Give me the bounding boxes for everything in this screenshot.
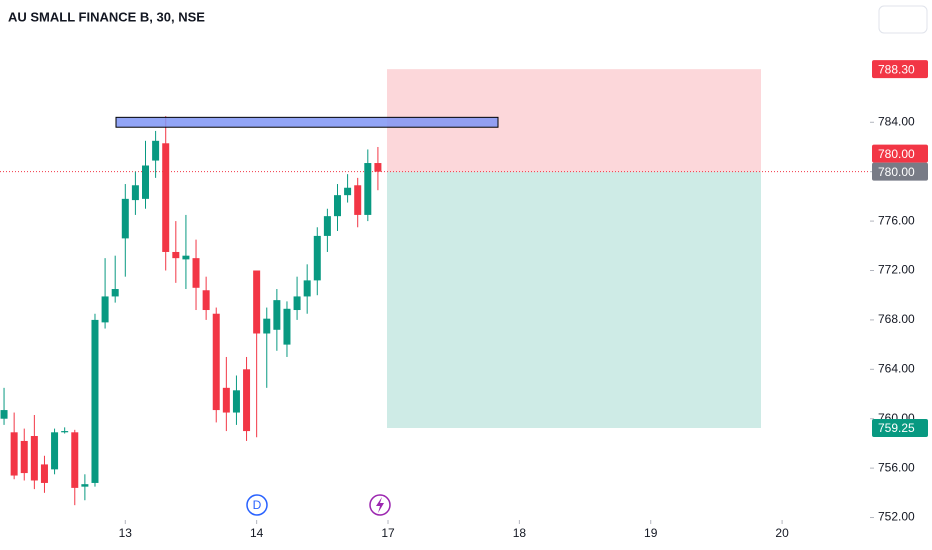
lightning — [376, 497, 384, 513]
candle-body — [273, 300, 281, 330]
candle-body — [91, 319, 99, 483]
candle-body — [121, 198, 129, 239]
candle-body — [40, 464, 48, 483]
candle-body — [222, 387, 230, 413]
candle-body — [172, 251, 180, 259]
candle-body — [61, 431, 69, 433]
chart-title: AU SMALL FINANCE B, 30, NSE — [8, 9, 205, 24]
y-tick-label: 756.00 — [878, 460, 915, 474]
candle-body — [71, 432, 79, 488]
candle-body — [30, 436, 38, 481]
candle-body — [313, 235, 321, 281]
candle-body — [323, 216, 331, 236]
x-tick-label: 18 — [513, 526, 527, 540]
candle-body — [364, 163, 372, 215]
candle-body — [354, 185, 362, 215]
candle-body — [182, 255, 190, 260]
x-tick-label: 17 — [381, 526, 395, 540]
candle-body — [374, 163, 382, 172]
last-price-label: 780.00 — [878, 165, 915, 179]
candle-body — [333, 195, 341, 217]
candle-body — [212, 313, 220, 411]
candle-body — [142, 165, 150, 199]
entry-box — [872, 144, 928, 163]
x-tick-label: 14 — [250, 526, 264, 540]
candle-body — [162, 143, 170, 252]
candle-body — [51, 432, 59, 470]
candle-body — [283, 308, 291, 345]
candle-body — [10, 432, 18, 476]
candle-body — [344, 187, 352, 196]
y-tick-label: 784.00 — [878, 114, 915, 128]
candle-body — [131, 185, 139, 201]
zone-rect — [115, 116, 499, 128]
x-tick-label: 13 — [119, 526, 133, 540]
y-tick-label: 772.00 — [878, 263, 915, 277]
candle-body — [232, 390, 240, 413]
candle-body — [0, 410, 8, 419]
y-tick-label: 764.00 — [878, 361, 915, 375]
candle-body — [81, 484, 89, 487]
candle-body — [20, 440, 28, 474]
stop-label: 788.30 — [878, 62, 915, 76]
menu-button[interactable] — [878, 5, 928, 34]
candle-body — [293, 296, 301, 311]
candle-body — [111, 289, 119, 297]
candle-body — [303, 280, 311, 297]
candle-body — [101, 296, 109, 323]
last-price-box — [872, 162, 928, 181]
stop-box — [872, 60, 928, 79]
dividend-icon[interactable] — [246, 494, 268, 516]
candle-body — [152, 140, 160, 161]
events-icons: D — [246, 494, 391, 516]
candle-body — [263, 318, 271, 334]
y-tick-label: 752.00 — [878, 510, 915, 524]
y-tick-label: 776.00 — [878, 213, 915, 227]
target-box — [872, 418, 928, 437]
target-label: 759.25 — [878, 421, 915, 435]
candle-body — [243, 369, 251, 432]
y-tick-label: 768.00 — [878, 312, 915, 326]
candle-body — [202, 290, 210, 311]
x-tick-label: 20 — [775, 526, 789, 540]
target-zone — [387, 171, 761, 428]
entry-label: 780.00 — [878, 147, 915, 161]
dividend-label: D — [253, 498, 262, 512]
candle-body — [192, 258, 200, 288]
candle-body — [253, 270, 261, 334]
x-tick-label: 19 — [644, 526, 658, 540]
